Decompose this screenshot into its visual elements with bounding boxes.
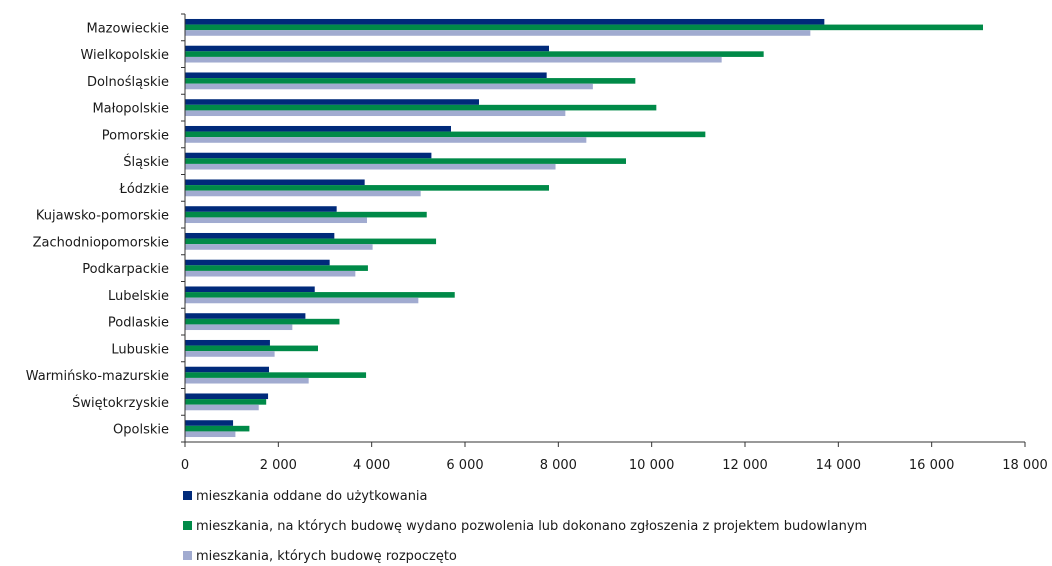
category-label: Zachodniopomorskie — [33, 235, 169, 250]
bar — [185, 244, 373, 250]
bar — [185, 404, 259, 411]
bar — [185, 137, 587, 143]
bar — [185, 72, 547, 79]
legend-label: mieszkania, na których budowę wydano poz… — [196, 519, 867, 534]
bar — [185, 18, 825, 25]
category-label: Lubuskie — [111, 342, 169, 357]
bar — [185, 318, 340, 325]
bar — [185, 286, 315, 293]
category-label: Opolskie — [113, 423, 169, 438]
bar — [185, 238, 437, 245]
bar — [185, 425, 250, 432]
bar — [185, 51, 764, 57]
bar — [185, 78, 636, 84]
bar — [185, 206, 337, 212]
bar — [185, 45, 549, 52]
x-tick-label: 2 000 — [260, 458, 297, 473]
bar — [185, 24, 983, 31]
bar — [185, 30, 811, 36]
category-label: Warmińsko-mazurskie — [26, 369, 169, 384]
category-label: Mazowieckie — [87, 21, 170, 36]
category-label: Śląskie — [123, 154, 169, 170]
legend: mieszkania oddane do użytkowania mieszkan… — [183, 489, 867, 564]
category-label: Podkarpackie — [82, 262, 169, 277]
bar — [185, 324, 293, 331]
category-label: Lubelskie — [108, 289, 169, 304]
bar — [185, 265, 368, 271]
bars-layer — [185, 18, 983, 438]
category-label: Łódzkie — [119, 182, 169, 197]
bar — [185, 393, 269, 400]
bar — [185, 297, 419, 304]
x-tick-label: 4 000 — [353, 458, 390, 473]
bar — [185, 125, 451, 132]
bar — [185, 372, 367, 378]
bar — [185, 313, 306, 319]
bar — [185, 217, 367, 224]
bar — [185, 179, 365, 186]
legend-label: mieszkania oddane do użytkowania — [196, 489, 428, 504]
category-label: Wielkopolskie — [80, 48, 169, 63]
bar — [185, 339, 270, 346]
bar — [185, 377, 309, 384]
category-label: Świętokrzyskie — [72, 395, 169, 411]
bar — [185, 420, 234, 426]
category-label: Dolnośląskie — [87, 75, 169, 90]
x-tick-label: 16 000 — [909, 458, 955, 473]
legend-swatch — [183, 491, 192, 500]
x-tick-label: 12 000 — [722, 458, 768, 473]
legend-swatch — [183, 551, 192, 560]
x-axis: 0 2 000 4 000 6 000 8 000 10 000 12 000 14 000 1… — [181, 441, 1048, 473]
bar — [185, 431, 236, 438]
legend-swatch — [183, 521, 192, 530]
category-label: Podlaskie — [108, 316, 169, 331]
x-tick-label: 10 000 — [629, 458, 675, 473]
bar — [185, 158, 626, 164]
category-label: Kujawsko-pomorskie — [36, 209, 169, 224]
bar — [185, 366, 269, 373]
bar — [185, 259, 330, 266]
x-tick-label: 0 — [181, 458, 189, 473]
bar — [185, 190, 421, 197]
bar — [185, 270, 356, 277]
x-tick-label: 6 000 — [446, 458, 483, 473]
bar — [185, 152, 432, 159]
category-label: Małopolskie — [92, 102, 169, 117]
bar — [185, 211, 427, 218]
bar — [185, 345, 318, 352]
bar — [185, 351, 275, 357]
y-axis: Mazowieckie Wielkopolskie Dolnośląskie Mało… — [26, 13, 186, 443]
x-tick-label: 8 000 — [540, 458, 577, 473]
bar — [185, 399, 267, 405]
x-tick-label: 18 000 — [1002, 458, 1048, 473]
bar — [185, 56, 722, 63]
category-label: Pomorskie — [102, 128, 169, 143]
bar — [185, 83, 593, 90]
x-tick-label: 14 000 — [816, 458, 862, 473]
bar — [185, 232, 335, 239]
bar — [185, 110, 566, 117]
bar — [185, 163, 556, 170]
legend-label: mieszkania, których budowę rozpoczęto — [196, 549, 457, 564]
bar — [185, 185, 549, 191]
bar — [185, 99, 479, 105]
bar — [185, 104, 657, 111]
bar — [185, 292, 455, 298]
bar — [185, 131, 706, 138]
